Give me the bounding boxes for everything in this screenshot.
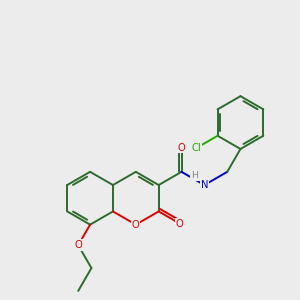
Text: O: O bbox=[176, 219, 184, 229]
Text: Cl: Cl bbox=[192, 143, 201, 153]
Text: O: O bbox=[74, 240, 82, 250]
Text: O: O bbox=[178, 142, 185, 152]
Text: H: H bbox=[191, 171, 198, 180]
Text: O: O bbox=[132, 220, 140, 230]
Text: N: N bbox=[201, 180, 208, 190]
